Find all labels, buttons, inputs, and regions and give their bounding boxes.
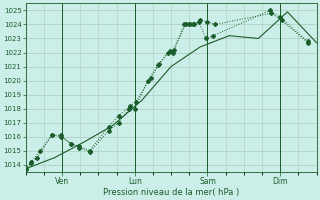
X-axis label: Pression niveau de la mer( hPa ): Pression niveau de la mer( hPa ) bbox=[103, 188, 239, 197]
